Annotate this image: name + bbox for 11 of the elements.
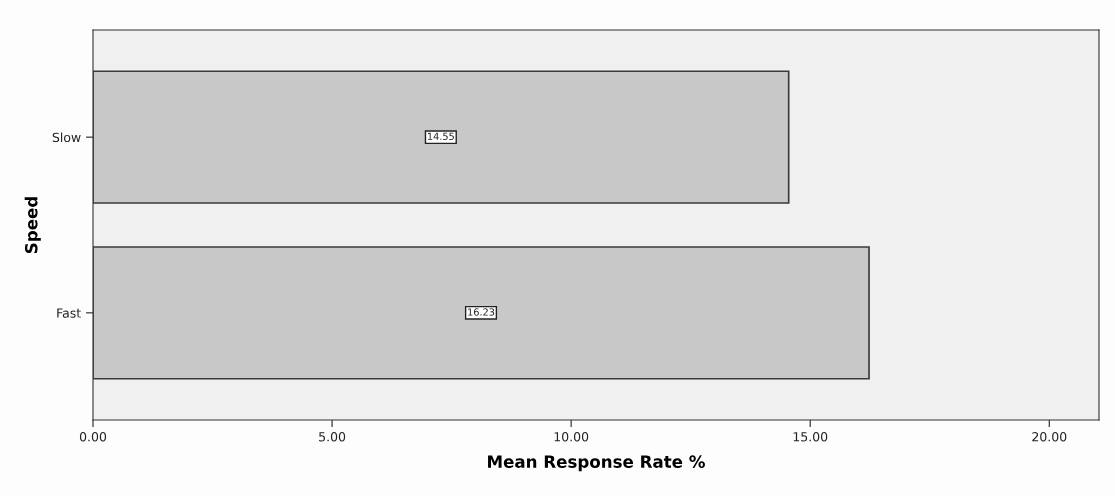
data-label: 16.23: [468, 308, 495, 316]
y-tick-label: Fast: [57, 308, 81, 318]
x-tick-label: 20.00: [1032, 432, 1067, 442]
y-tick-label: Slow: [52, 132, 81, 143]
y-axis-title: Speed: [24, 197, 41, 254]
x-axis-title: Mean Response Rate %: [488, 455, 705, 472]
data-label: 14.55: [428, 132, 454, 140]
x-tick-label: 15.00: [793, 432, 828, 442]
x-tick-label: 0.00: [79, 432, 107, 442]
x-tick-label: 5.00: [319, 432, 346, 442]
x-tick-label: 10.00: [554, 432, 589, 442]
